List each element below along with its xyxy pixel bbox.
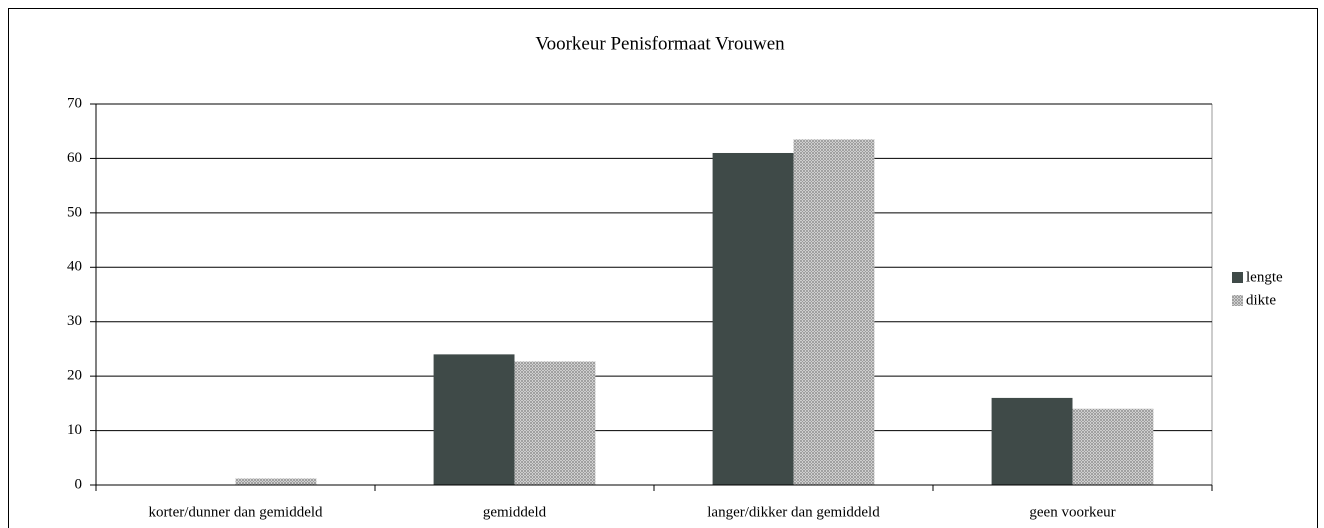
y-tick-label: 20 — [67, 368, 82, 384]
legend-label: dikte — [1246, 292, 1276, 308]
bar — [793, 139, 875, 485]
bar — [712, 152, 794, 485]
x-tick-label: korter/dunner dan gemiddeld — [148, 504, 323, 520]
y-tick-label: 50 — [67, 204, 82, 220]
y-tick-label: 60 — [67, 150, 82, 166]
y-tick-label: 0 — [75, 476, 83, 492]
y-tick-label: 10 — [67, 422, 82, 438]
bar — [235, 478, 317, 485]
x-tick-label: langer/dikker dan gemiddeld — [707, 504, 880, 520]
bar — [1072, 408, 1154, 485]
bar — [514, 361, 596, 485]
chart-title: Voorkeur Penisformaat Vrouwen — [535, 33, 785, 54]
x-tick-label: gemiddeld — [483, 504, 547, 520]
legend-swatch — [1232, 295, 1243, 306]
y-tick-label: 30 — [67, 313, 82, 329]
bar — [433, 354, 515, 485]
x-tick-label: geen voorkeur — [1029, 504, 1115, 520]
legend-swatch — [1232, 272, 1243, 283]
legend-label: lengte — [1246, 269, 1283, 285]
y-tick-label: 70 — [67, 95, 82, 111]
y-tick-label: 40 — [67, 259, 82, 275]
bar — [991, 397, 1073, 485]
